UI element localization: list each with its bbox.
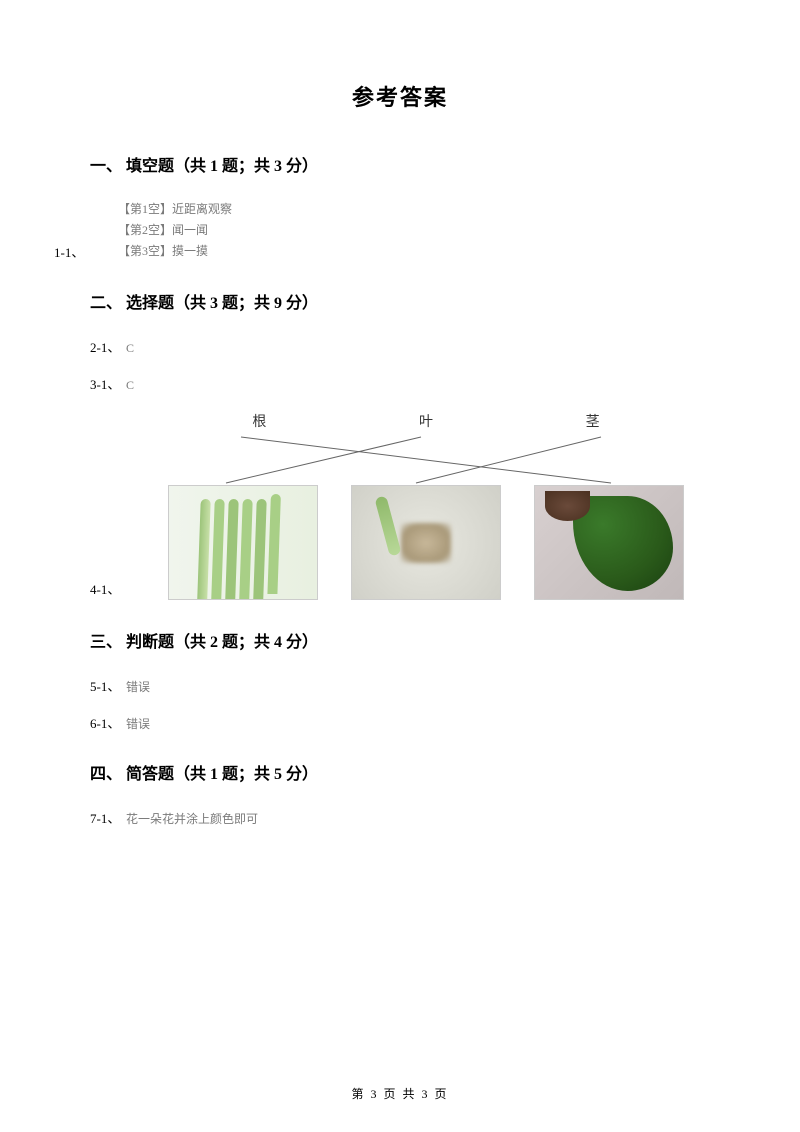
plant-image-stems bbox=[168, 485, 318, 600]
answer-4-1: 4-1、 根 叶 茎 bbox=[90, 411, 710, 600]
section-3-header: 三、 判断题（共 2 题；共 4 分） bbox=[90, 628, 710, 652]
answer-5-1: 5-1、 错误 bbox=[90, 676, 710, 695]
answer-content-5-1: 错误 bbox=[126, 678, 150, 695]
page-title: 参考答案 bbox=[90, 80, 710, 112]
answer-content-2-1: C bbox=[126, 341, 134, 356]
fill-blank-2: 【第2空】闻一闻 bbox=[118, 221, 232, 238]
answer-7-1: 7-1、 花一朵花并涂上颜色即可 bbox=[90, 808, 710, 827]
diagram-label-stem: 茎 bbox=[586, 411, 600, 431]
answer-num-5-1: 5-1、 bbox=[90, 676, 126, 695]
plant-image-roots bbox=[351, 485, 501, 600]
section-2-header: 二、 选择题（共 3 题；共 9 分） bbox=[90, 289, 710, 313]
answer-num-3-1: 3-1、 bbox=[90, 374, 126, 393]
section-4-header: 四、 简答题（共 1 题；共 5 分） bbox=[90, 760, 710, 784]
diagram-label-root: 根 bbox=[252, 411, 266, 431]
answer-num-6-1: 6-1、 bbox=[90, 713, 126, 732]
answer-content-6-1: 错误 bbox=[126, 715, 150, 732]
answer-num-7-1: 7-1、 bbox=[90, 808, 126, 827]
diagram-label-leaf: 叶 bbox=[419, 411, 433, 431]
fill-blank-1: 【第1空】近距离观察 bbox=[118, 200, 232, 217]
answer-content-7-1: 花一朵花并涂上颜色即可 bbox=[126, 810, 258, 827]
answer-3-1: 3-1、 C bbox=[90, 374, 710, 393]
matching-diagram: 根 叶 茎 bbox=[146, 411, 706, 600]
matching-lines-svg bbox=[146, 435, 706, 485]
fill-blank-3: 【第3空】摸一摸 bbox=[118, 242, 208, 259]
page-footer: 第 3 页 共 3 页 bbox=[0, 1085, 800, 1102]
answer-1-1: 【第1空】近距离观察 【第2空】闻一闻 1-1、 【第3空】摸一摸 bbox=[90, 200, 710, 261]
answer-num-4-1: 4-1、 bbox=[90, 579, 126, 598]
answer-6-1: 6-1、 错误 bbox=[90, 713, 710, 732]
answer-2-1: 2-1、 C bbox=[90, 337, 710, 356]
answer-num-1-1: 1-1、 bbox=[54, 242, 90, 261]
answer-content-3-1: C bbox=[126, 378, 134, 393]
answer-num-2-1: 2-1、 bbox=[90, 337, 126, 356]
plant-image-leaf bbox=[534, 485, 684, 600]
section-1-header: 一、 填空题（共 1 题；共 3 分） bbox=[90, 152, 710, 176]
